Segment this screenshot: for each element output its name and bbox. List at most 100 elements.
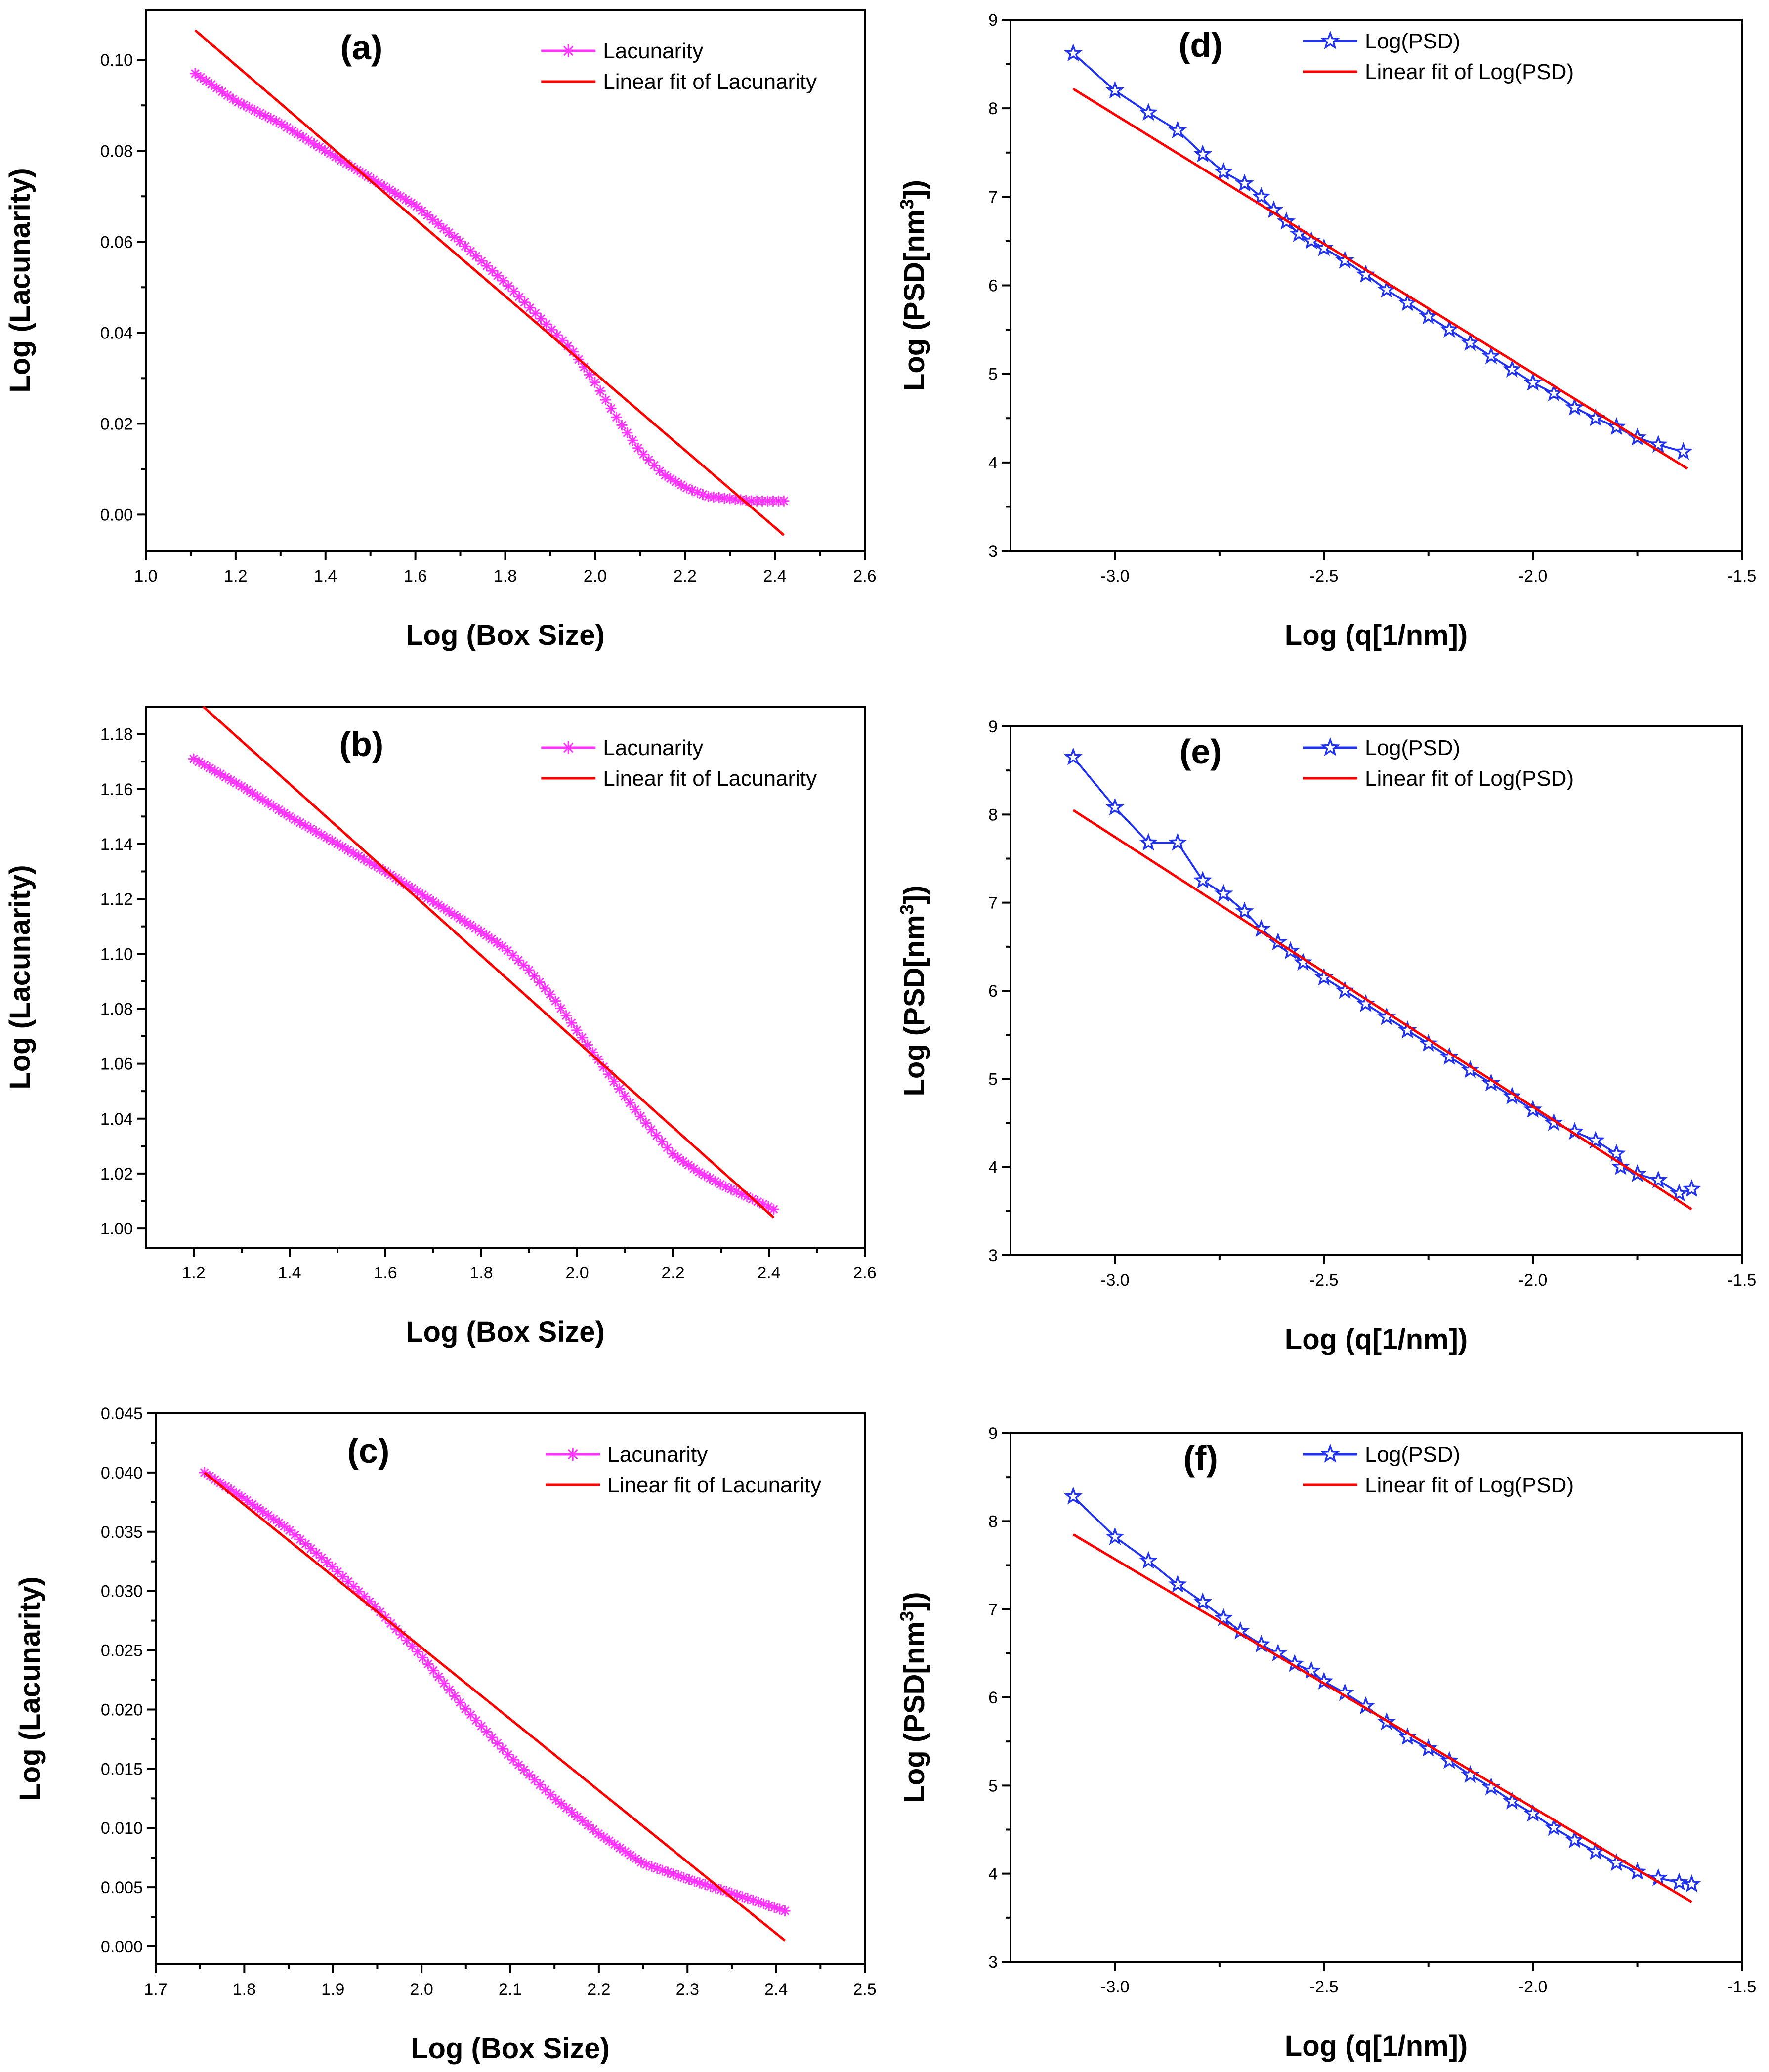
x-tick-label: -2.5 bbox=[1309, 567, 1339, 586]
y-tick-label: 0.040 bbox=[101, 1464, 143, 1482]
y-tick-label: 3 bbox=[988, 1246, 998, 1265]
data-point bbox=[1063, 43, 1083, 62]
x-tick-label: 1.4 bbox=[278, 1264, 301, 1282]
x-tick-label: -2.0 bbox=[1518, 1978, 1548, 1996]
data-point bbox=[1105, 81, 1125, 99]
linear-fit-line bbox=[204, 1471, 786, 1942]
panel-label: (a) bbox=[340, 28, 383, 67]
legend-marker bbox=[562, 44, 575, 57]
y-tick-label: 9 bbox=[988, 718, 998, 736]
legend: Lacunarity Linear fit of Lacunarity bbox=[546, 1442, 821, 1497]
data-point bbox=[1214, 162, 1233, 180]
plot-frame bbox=[145, 706, 866, 1249]
series-group bbox=[199, 1467, 791, 1942]
legend: Log(PSD) Linear fit of Log(PSD) bbox=[1303, 736, 1574, 791]
data-point bbox=[534, 1779, 546, 1790]
series-group bbox=[1063, 747, 1701, 1211]
data-point bbox=[262, 798, 274, 809]
data-point bbox=[1481, 1073, 1501, 1092]
data-point bbox=[1544, 1818, 1563, 1836]
y-axis-label: Log (Lacunarity) bbox=[14, 1576, 46, 1801]
legend-entry-series: Log(PSD) bbox=[1365, 736, 1460, 760]
data-point bbox=[1168, 833, 1187, 851]
data-point bbox=[433, 1671, 444, 1683]
y-tick-label: 7 bbox=[988, 894, 998, 913]
y-tick-label: 4 bbox=[988, 1865, 998, 1884]
y-tick-label: 0.00 bbox=[100, 506, 133, 524]
data-point bbox=[774, 1903, 785, 1915]
plot-frame bbox=[1010, 19, 1743, 552]
data-point bbox=[279, 807, 290, 819]
plot-frame bbox=[1010, 1432, 1743, 1963]
data-point bbox=[670, 476, 681, 487]
legend-entry-series: Lacunarity bbox=[603, 39, 703, 63]
panel-label: (d) bbox=[1179, 26, 1222, 64]
data-point bbox=[1544, 383, 1563, 402]
y-tick-label: 8 bbox=[988, 805, 998, 824]
data-point bbox=[611, 412, 622, 423]
data-point bbox=[428, 1665, 439, 1676]
x-tick-label: 2.6 bbox=[853, 1264, 876, 1282]
y-tick-label: 5 bbox=[988, 365, 998, 384]
data-point bbox=[1398, 293, 1417, 311]
data-point bbox=[603, 1835, 615, 1847]
data-point bbox=[566, 1017, 577, 1029]
data-point bbox=[1139, 1551, 1158, 1569]
data-point bbox=[1419, 1034, 1438, 1052]
data-point bbox=[779, 1905, 791, 1917]
y-tick-label: 1.10 bbox=[100, 945, 133, 964]
x-tick-label: 2.2 bbox=[587, 1980, 610, 1999]
y-tick-label: 4 bbox=[988, 454, 998, 472]
y-tick-label: 0.025 bbox=[101, 1642, 143, 1660]
data-point bbox=[1648, 435, 1668, 453]
data-point bbox=[422, 1658, 434, 1670]
y-tick-label: 0.015 bbox=[101, 1760, 143, 1778]
data-point bbox=[577, 1815, 588, 1826]
data-point bbox=[1439, 320, 1459, 338]
x-tick-label: 1.8 bbox=[494, 567, 517, 586]
series-group bbox=[190, 29, 790, 536]
y-tick-label: 0.04 bbox=[100, 324, 133, 342]
data-point bbox=[683, 1874, 695, 1885]
linear-fit-line bbox=[1072, 1533, 1692, 1903]
data-point bbox=[1293, 952, 1313, 971]
legend-marker bbox=[1320, 30, 1340, 49]
data-point bbox=[497, 941, 508, 952]
data-point bbox=[561, 1802, 572, 1814]
data-point bbox=[1193, 144, 1213, 163]
x-tick-label: 2.0 bbox=[565, 1264, 589, 1282]
y-tick-label: 1.02 bbox=[100, 1165, 133, 1184]
y-tick-label: 9 bbox=[988, 1424, 998, 1443]
data-point bbox=[475, 926, 487, 937]
y-tick-label: 6 bbox=[988, 277, 998, 296]
data-point bbox=[519, 296, 530, 308]
chart-panel-a: 1.0 1.2 1.4 1.6 1.8 2.0 2.2 2.4 2.6 0.00 0.02 0.04 0… bbox=[4, 9, 877, 651]
legend-entry-fit: Linear fit of Lacunarity bbox=[603, 766, 817, 791]
data-point bbox=[1565, 1830, 1584, 1849]
x-tick-label: 1.9 bbox=[321, 1980, 344, 1999]
y-tick-label: 0.020 bbox=[101, 1700, 143, 1719]
x-tick-label: 2.2 bbox=[661, 1264, 684, 1282]
x-tick-label: 2.5 bbox=[853, 1980, 876, 1999]
chart-panel-f: -3.0 -2.5 -2.0 -1.5 3 4 5 6 7 8 9 Log (q[1/nm]) Log … bbox=[897, 1424, 1756, 2062]
x-tick-label: -1.5 bbox=[1727, 1271, 1757, 1290]
y-tick-label: 3 bbox=[988, 542, 998, 561]
y-tick-label: 4 bbox=[988, 1158, 998, 1177]
data-point bbox=[550, 995, 561, 1007]
data-point bbox=[1523, 373, 1543, 391]
legend: Lacunarity Linear fit of Lacunarity bbox=[541, 39, 817, 94]
data-point bbox=[460, 916, 471, 928]
data-point bbox=[438, 1678, 450, 1689]
legend-marker bbox=[566, 1448, 580, 1461]
data-point bbox=[683, 1159, 694, 1171]
x-tick-label: -2.5 bbox=[1309, 1978, 1339, 1996]
data-point bbox=[678, 1872, 689, 1883]
series-line-psd bbox=[1072, 757, 1692, 1195]
series-group bbox=[188, 706, 779, 1219]
y-tick-label: 0.035 bbox=[101, 1523, 143, 1542]
series-group bbox=[1063, 43, 1693, 470]
data-point bbox=[1214, 884, 1233, 902]
data-point bbox=[486, 933, 498, 945]
data-point bbox=[502, 945, 513, 956]
y-tick-label: 0.000 bbox=[101, 1938, 143, 1956]
